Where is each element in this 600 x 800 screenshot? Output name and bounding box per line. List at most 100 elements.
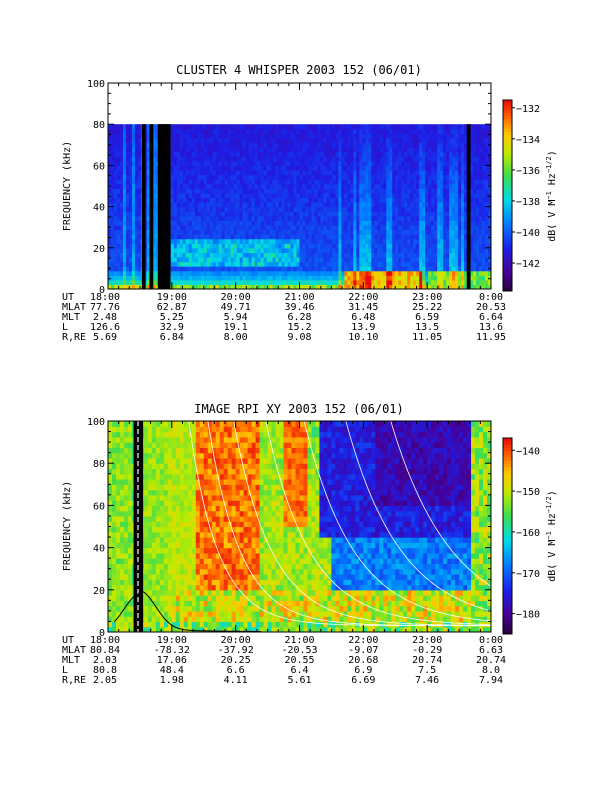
spectrogram-cell: [284, 133, 289, 139]
spectrogram-cell: [485, 261, 489, 267]
spectrogram-cell: [326, 202, 331, 208]
spectrogram-cell: [455, 133, 459, 139]
spectrogram-cell: [119, 266, 124, 272]
colorbar-segment: [503, 150, 512, 155]
spectrogram-cell: [377, 234, 381, 240]
spectrogram-cell: [452, 133, 456, 139]
spectrogram-cell: [473, 156, 477, 162]
spectrogram-cell: [197, 179, 202, 185]
spectrogram-cell: [305, 151, 310, 157]
spectrogram-cell: [476, 234, 480, 240]
spectrogram-cell: [266, 211, 271, 217]
spectrogram-cell: [440, 261, 444, 267]
spectrogram-cell: [263, 156, 268, 162]
spectrogram-cell: [335, 256, 339, 263]
spectrogram-cell: [131, 266, 136, 272]
spectrogram-cell: [263, 137, 268, 144]
spectrogram-cell: [170, 192, 175, 199]
spectrogram-cell: [362, 151, 366, 157]
spectrogram-cell: [122, 160, 127, 166]
spectrogram-cell: [128, 156, 133, 162]
spectrogram-cell: [437, 261, 441, 267]
spectrogram-cell: [437, 243, 441, 249]
spectrogram-cell: [115, 505, 121, 512]
spectrogram-cell: [305, 224, 310, 231]
spectrogram-cell: [182, 151, 187, 157]
spectrogram-cell: [248, 211, 253, 217]
spectrogram-cell: [455, 215, 459, 221]
spectrogram-cell: [227, 160, 232, 166]
spectrogram-cell: [398, 238, 402, 244]
spectrogram-cell: [386, 165, 390, 171]
spectrogram-cell: [191, 142, 196, 148]
whisper-title: CLUSTER 4 WHISPER 2003 152 (06/01): [176, 63, 422, 77]
spectrogram-cell: [317, 229, 322, 235]
spectrogram-cell: [455, 151, 459, 157]
spectrogram-cell: [212, 183, 217, 189]
spectrogram-cell: [203, 284, 208, 289]
spectrogram-cell: [122, 279, 127, 286]
spectrogram-cell: [389, 174, 393, 180]
spectrogram-cell: [296, 211, 301, 217]
spectrogram-cell: [437, 270, 441, 276]
spectrogram-cell: [386, 179, 390, 185]
spectrogram-cell: [398, 275, 402, 281]
spectrogram-cell: [254, 284, 259, 289]
spectrogram-cell: [317, 165, 322, 171]
spectrogram-cell: [170, 275, 175, 281]
spectrogram-cell: [206, 156, 211, 162]
spectrogram-cell: [287, 266, 292, 272]
spectrogram-cell: [170, 151, 175, 157]
spectrogram-cell: [365, 156, 369, 162]
spectrogram-cell: [116, 197, 121, 203]
spectrogram-cell: [410, 133, 414, 139]
spectrogram-cell: [419, 151, 423, 157]
spectrogram-cell: [323, 142, 328, 148]
spectrogram-cell: [131, 179, 136, 185]
spectrogram-cell: [416, 183, 420, 189]
spectrogram-cell: [368, 192, 372, 199]
spectrogram-cell: [461, 192, 465, 199]
spectrogram-cell: [404, 234, 408, 240]
y-tick-label: 40: [93, 203, 105, 214]
spectrogram-cell: [137, 151, 142, 157]
spectrogram-cell: [179, 284, 184, 289]
spectrogram-cell: [218, 156, 223, 162]
spectrogram-cell: [108, 188, 112, 194]
spectrogram-cell: [131, 165, 136, 171]
spectrogram-cell: [368, 156, 372, 162]
spectrogram-cell: [440, 192, 444, 199]
spectrogram-cell: [425, 128, 429, 134]
spectrogram-cell: [293, 133, 298, 139]
spectrogram-cell: [281, 133, 286, 139]
spectrogram-cell: [380, 142, 384, 148]
spectrogram-cell: [311, 234, 316, 240]
spectrogram-cell: [347, 197, 351, 203]
spectrogram-cell: [242, 279, 247, 286]
spectrogram-cell: [398, 197, 402, 203]
spectrogram-cell: [115, 600, 121, 607]
spectrogram-cell: [209, 224, 214, 231]
spectrogram-cell: [407, 165, 411, 171]
spectrogram-cell: [128, 261, 133, 267]
spectrogram-cell: [194, 234, 199, 240]
spectrogram-cell: [302, 137, 307, 144]
spectrogram-cell: [185, 174, 190, 180]
spectrogram-cell: [111, 531, 117, 538]
spectrogram-cell: [428, 206, 432, 212]
spectrogram-cell: [422, 270, 426, 276]
spectrogram-cell: [239, 137, 244, 144]
spectrogram-cell: [410, 211, 414, 217]
spectrogram-cell: [239, 174, 244, 180]
spectrogram-cell: [380, 206, 384, 212]
spectrogram-cell: [383, 137, 387, 144]
spectrogram-cell: [269, 243, 274, 249]
spectrogram-cell: [224, 202, 229, 208]
colorbar-segment: [503, 109, 512, 114]
spectrogram-cell: [218, 165, 223, 171]
spectrogram-cell: [458, 160, 462, 166]
spectrogram-cell: [290, 188, 295, 194]
spectrogram-cell: [344, 261, 348, 267]
spectrogram-cell: [464, 165, 468, 171]
spectrogram-cell: [326, 256, 331, 263]
